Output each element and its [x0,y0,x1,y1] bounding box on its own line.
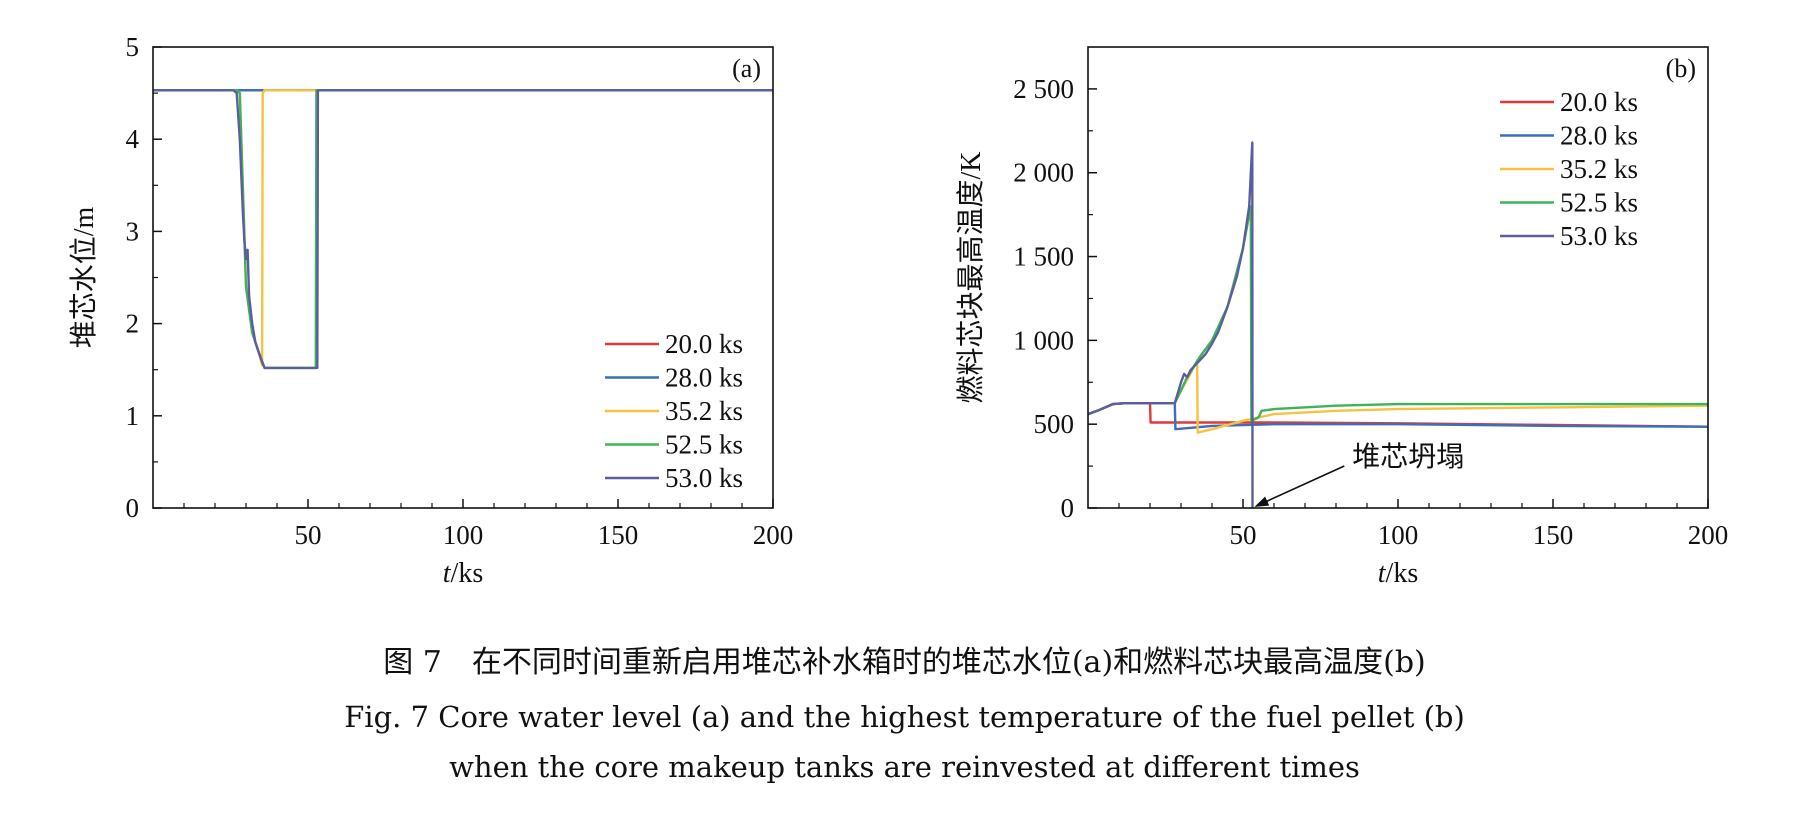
legend-label: 28.0 ks [665,363,743,393]
series-line-52_5-ks [153,89,773,370]
legend-label: 20.0 ks [1560,87,1638,117]
panel-tag: (b) [1666,54,1696,83]
x-tick-label: 100 [1378,520,1419,550]
y-tick-label: 0 [1061,493,1075,523]
legend-label: 35.2 ks [665,396,743,426]
x-tick-label: 100 [443,520,484,550]
series-group [1088,141,1708,508]
series-line-35_2-ks [153,89,773,367]
y-tick-label: 2 [126,309,140,339]
y-tick-label: 2 000 [1013,158,1074,188]
y-axis-label: 堆芯水位/m [68,207,100,349]
y-tick-label: 4 [126,124,140,154]
y-tick-label: 2 500 [1013,74,1074,104]
y-tick-label: 1 000 [1013,325,1074,355]
y-tick-label: 500 [1034,409,1075,439]
panel-tag: (a) [732,54,761,83]
x-tick-label: 150 [598,520,639,550]
legend-label: 28.0 ks [1560,121,1638,151]
series-group [153,89,773,370]
chart-panel-a: 50 100 150 200 0 1 2 3 4 5 t/ks 堆芯水位/m (a) 20.0 ks 28.… [68,32,793,589]
legend-label: 35.2 ks [1560,154,1638,184]
x-axis-label-variable: t [1378,558,1387,589]
x-tick-label: 200 [753,520,794,550]
legend-label: 20.0 ks [665,329,743,359]
x-tick-label: 50 [295,520,322,550]
y-tick-label: 1 [126,401,140,431]
y-axis-label: 燃料芯块最高温度/K [955,151,987,403]
figure-caption-english-line-2: when the core makeup tanks are reinveste… [449,750,1360,784]
x-axis-label: t/ks [443,558,483,589]
annotation-arrow [1254,465,1345,507]
chart-panel-b: 50 100 150 200 0 500 1 000 1 500 2 000 2 500 t/ks 燃… [955,46,1729,589]
y-tick-label: 0 [126,493,140,523]
annotation-label: 堆芯坍塌 [1352,441,1464,473]
legend-label: 53.0 ks [1560,221,1638,251]
x-tick-label: 50 [1230,520,1257,550]
series-line-53_0-ks [1088,141,1254,508]
x-axis-label: t/ks [1378,558,1418,589]
series-line-53_0-ks [153,89,773,370]
x-tick-label: 200 [1688,520,1729,550]
legend-label: 53.0 ks [665,463,743,493]
x-axis-label-unit: /ks [451,558,484,589]
y-tick-label: 3 [126,216,140,246]
legend-label: 52.5 ks [665,430,743,460]
figure-canvas: 50 100 150 200 0 1 2 3 4 5 t/ks 堆芯水位/m (a) 20.0 ks 28.… [68,32,1729,589]
figure-caption-chinese: 图 7 在不同时间重新启用堆芯补水箱时的堆芯水位(a)和燃料芯块最高温度(b) [383,645,1426,680]
figure-caption-english-line-1: Fig. 7 Core water level (a) and the high… [344,700,1465,734]
y-tick-label: 5 [126,32,140,62]
x-tick-label: 150 [1533,520,1574,550]
x-axis-label-unit: /ks [1386,558,1419,589]
legend-label: 52.5 ks [1560,188,1638,218]
y-tick-label: 1 500 [1013,242,1074,272]
x-axis-label-variable: t [443,558,452,589]
